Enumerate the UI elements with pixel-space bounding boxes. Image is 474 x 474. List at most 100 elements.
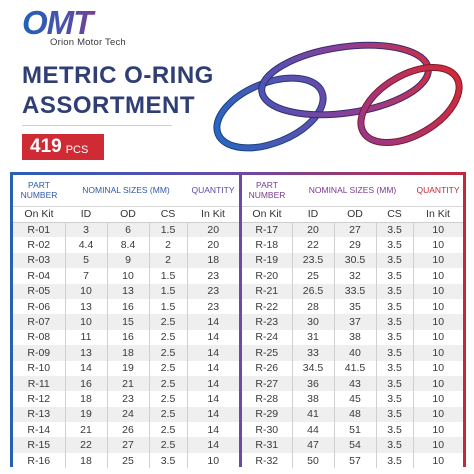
table-row: R-01 3 6 1.5 20 (13, 222, 240, 238)
cell-cs: 2.5 (149, 437, 188, 453)
table-row: R-03 5 9 2 18 (13, 252, 240, 269)
header-quantity: QUANTITY (413, 175, 464, 207)
cell-qty: 10 (187, 452, 240, 469)
cell-cs: 1.5 (149, 298, 188, 315)
cell-od: 8.4 (107, 237, 150, 253)
cell-cs: 2.5 (149, 391, 188, 407)
cell-cs: 3.5 (376, 298, 414, 315)
table-row: R-05 10 13 1.5 23 (13, 283, 240, 299)
cell-part: R-17 (242, 222, 293, 238)
cell-part: R-11 (13, 375, 66, 392)
cell-cs: 2.5 (149, 375, 188, 392)
cell-qty: 10 (413, 268, 464, 284)
cell-id: 10 (65, 314, 108, 330)
o-ring-illustration (213, 41, 463, 152)
cell-part: R-29 (242, 406, 293, 423)
subheader-id: ID (292, 206, 334, 223)
cell-part: R-04 (13, 268, 66, 284)
table-row: R-27 36 43 3.5 10 (242, 375, 464, 392)
table-row: R-11 16 21 2.5 14 (13, 375, 240, 392)
cell-part: R-25 (242, 345, 293, 361)
cell-cs: 3.5 (376, 237, 414, 253)
cell-qty: 10 (413, 237, 464, 253)
header-part-number: PART NUMBER (242, 175, 292, 207)
cell-part: R-18 (242, 237, 293, 253)
cell-part: R-02 (13, 237, 66, 253)
cell-qty: 20 (187, 237, 240, 253)
subheader-cs: CS (376, 206, 414, 223)
size-table-right: PART NUMBER NOMINAL SIZES (MM) QUANTITY … (242, 175, 464, 469)
table-row: R-10 14 19 2.5 14 (13, 360, 240, 376)
cell-id: 5 (65, 252, 108, 269)
cell-cs: 1.5 (149, 283, 188, 299)
cell-cs: 3.5 (376, 375, 414, 392)
cell-qty: 10 (413, 252, 464, 269)
table-row: R-07 10 15 2.5 14 (13, 314, 240, 330)
table-row: R-26 34.5 41.5 3.5 10 (242, 360, 464, 376)
cell-od: 43 (334, 375, 377, 392)
size-chart-left: PART NUMBER NOMINAL SIZES (MM) QUANTITY … (13, 175, 240, 469)
cell-cs: 2.5 (149, 314, 188, 330)
cell-part: R-09 (13, 345, 66, 361)
table-row: R-16 18 25 3.5 10 (13, 452, 240, 469)
cell-od: 35 (334, 298, 377, 315)
header-nominal-sizes: NOMINAL SIZES (MM) (65, 175, 188, 207)
table-row: R-30 44 51 3.5 10 (242, 422, 464, 438)
cell-part: R-08 (13, 329, 66, 346)
table-row: R-23 30 37 3.5 10 (242, 314, 464, 330)
cell-od: 15 (107, 314, 150, 330)
cell-qty: 10 (413, 345, 464, 361)
table-row: R-13 19 24 2.5 14 (13, 406, 240, 423)
cell-qty: 18 (187, 252, 240, 269)
cell-id: 18 (65, 452, 108, 469)
cell-qty: 10 (413, 422, 464, 438)
cell-cs: 3.5 (376, 222, 414, 238)
cell-od: 16 (107, 298, 150, 315)
cell-cs: 2.5 (149, 406, 188, 423)
cell-id: 34.5 (292, 360, 335, 376)
cell-id: 16 (65, 375, 108, 392)
cell-id: 10 (65, 283, 108, 299)
cell-id: 13 (65, 345, 108, 361)
cell-cs: 1.5 (149, 222, 188, 238)
cell-cs: 3.5 (376, 283, 414, 299)
table-row: R-31 47 54 3.5 10 (242, 437, 464, 453)
cell-part: R-10 (13, 360, 66, 376)
table-row: R-21 26.5 33.5 3.5 10 (242, 283, 464, 299)
cell-cs: 3.5 (376, 452, 414, 469)
cell-id: 7 (65, 268, 108, 284)
subheader-od: OD (107, 206, 149, 223)
cell-od: 9 (107, 252, 150, 269)
cell-qty: 14 (187, 375, 240, 392)
cell-id: 36 (292, 375, 335, 392)
title-line-1: METRIC O-RING (22, 62, 214, 89)
cell-qty: 20 (187, 222, 240, 238)
cell-od: 21 (107, 375, 150, 392)
cell-id: 19 (65, 406, 108, 423)
table-row: R-17 20 27 3.5 10 (242, 222, 464, 238)
cell-qty: 14 (187, 437, 240, 453)
cell-od: 26 (107, 422, 150, 438)
cell-od: 13 (107, 283, 150, 299)
subheader-on-kit: On Kit (13, 206, 65, 223)
cell-cs: 2 (149, 237, 188, 253)
cell-id: 26.5 (292, 283, 335, 299)
cell-id: 3 (65, 222, 108, 238)
cell-part: R-01 (13, 222, 66, 238)
cell-id: 22 (292, 237, 335, 253)
cell-od: 23 (107, 391, 150, 407)
cell-part: R-16 (13, 452, 66, 469)
cell-part: R-22 (242, 298, 293, 315)
header-quantity: QUANTITY (187, 175, 240, 207)
cell-qty: 10 (413, 375, 464, 392)
piece-count-unit: PCS (65, 144, 89, 156)
cell-od: 30.5 (334, 252, 377, 269)
cell-qty: 14 (187, 314, 240, 330)
cell-id: 14 (65, 360, 108, 376)
cell-qty: 14 (187, 391, 240, 407)
cell-od: 16 (107, 329, 150, 346)
cell-id: 4.4 (65, 237, 108, 253)
cell-qty: 23 (187, 268, 240, 284)
header-nominal-sizes: NOMINAL SIZES (MM) (292, 175, 414, 207)
cell-id: 20 (292, 222, 335, 238)
